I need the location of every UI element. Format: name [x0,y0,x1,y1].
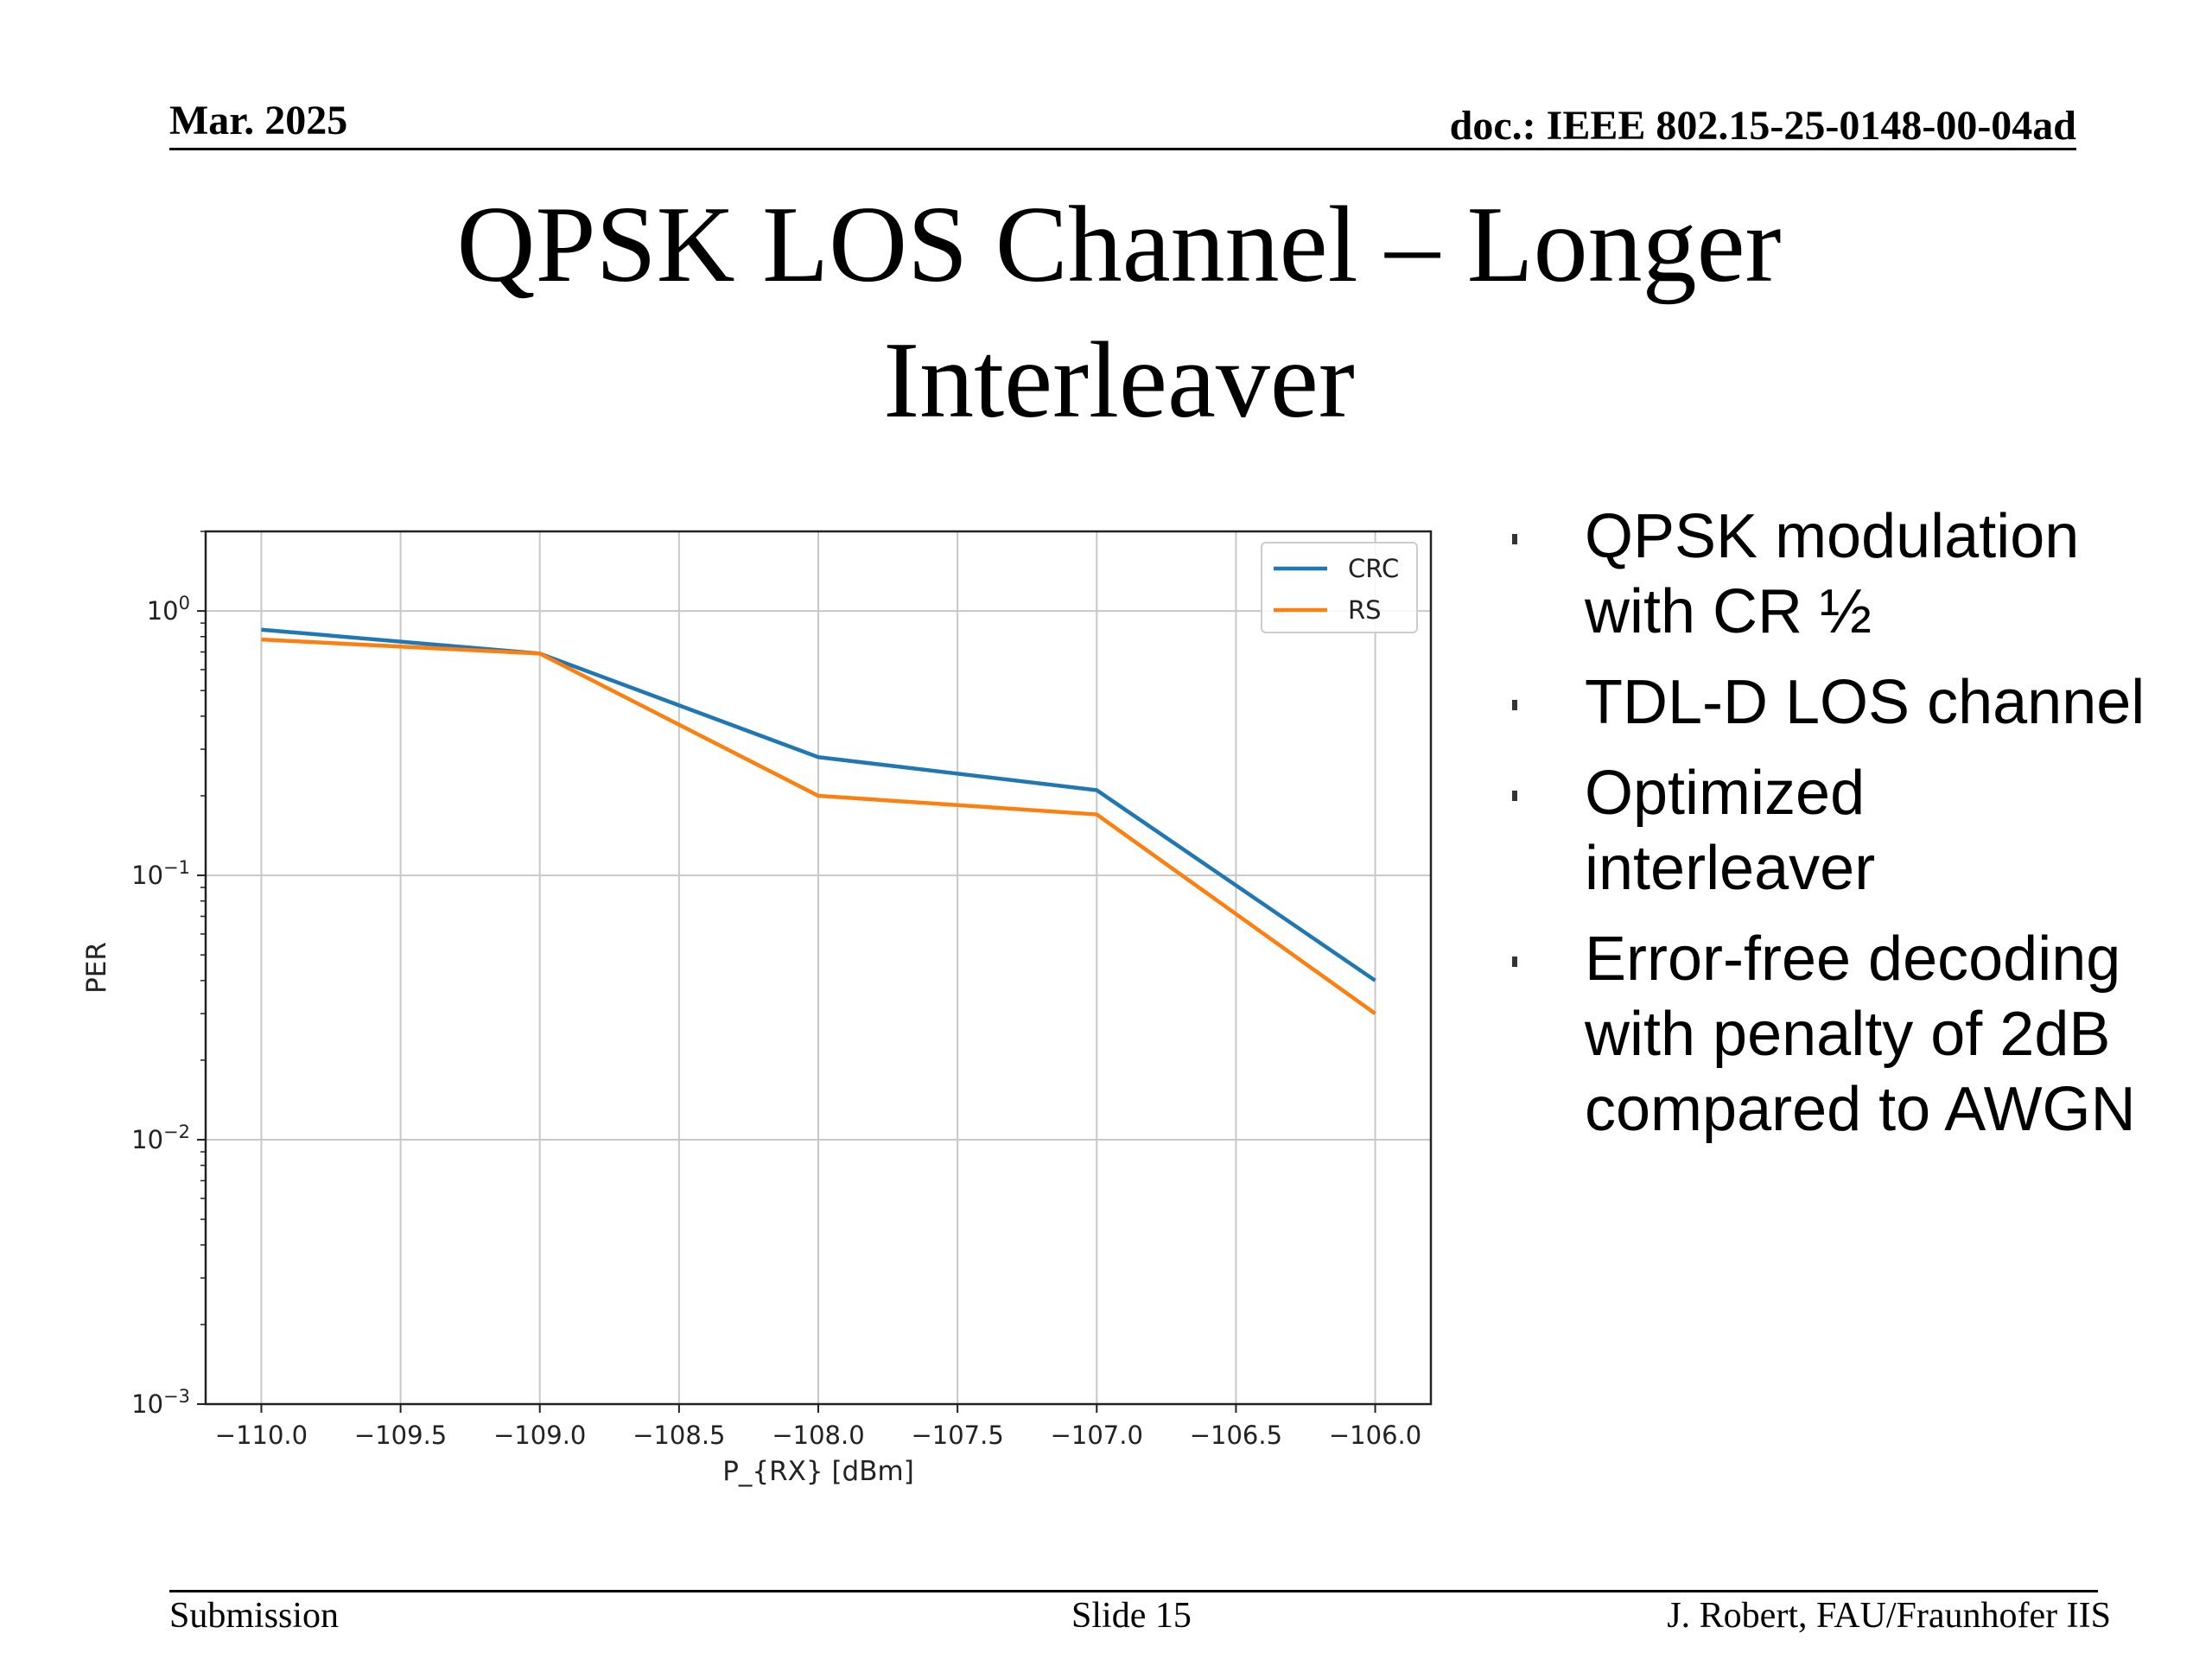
bullet-list: QPSK modulation with CR ½ TDL-D LOS chan… [1512,499,2169,1163]
bullet-dot-icon [1512,534,1517,544]
bullet-dot-icon [1512,700,1517,710]
per-chart: −110.0 −109.5 −109.0 −108.5 −108.0 −107.5 −107… [81,530,1433,1487]
series-line-crc [261,627,1376,982]
y-axis-label: PER [81,942,112,994]
bullet-text: TDL-D LOS channel [1585,668,2145,737]
x-tick-label: −108.0 [772,1421,864,1450]
x-tick-label: −110.0 [215,1421,308,1450]
x-tick-label: −107.0 [1051,1421,1143,1450]
x-tick-label: −109.0 [493,1421,586,1450]
x-tick-label: −108.5 [632,1421,725,1450]
bullet-item: Optimized interleaver [1512,756,2169,906]
bullet-dot-icon [1512,791,1517,801]
header-doc-id: doc.: IEEE 802.15-25-0148-00-04ad [1449,103,2076,149]
x-tick-label: −107.5 [911,1421,1003,1450]
series-line-rs [261,637,1376,1015]
footer-submission: Submission [169,1596,340,1636]
bullet-item: QPSK modulation with CR ½ [1512,499,2169,650]
x-tick-label: −109.5 [354,1421,447,1450]
y-tick-label: 10−3 [131,1386,190,1419]
slide-title-line-1: QPSK LOS Channel – Longer [456,185,1782,305]
bullet-item: TDL-D LOS channel [1512,665,2169,741]
bullet-item: Error-free decoding with penalty of 2dB … [1512,922,2169,1147]
slide-title-line-2: Interleaver [883,321,1355,441]
slide-title: QPSK LOS Channel – Longer Interleaver [259,177,1979,448]
x-tick-label: −106.5 [1190,1421,1282,1450]
bullet-text: QPSK modulation with CR ½ [1585,502,2080,646]
footer-slide-number: Slide 15 [1071,1596,1192,1636]
bullet-dot-icon [1512,957,1517,967]
legend-label: CRC [1348,554,1399,583]
header-date: Mar. 2025 [169,98,348,143]
y-tick-label: 10−1 [131,857,190,890]
footer-author: J. Robert, FAU/Fraunhofer IIS [1667,1596,2111,1636]
x-axis-label: P_{RX} [dBm] [722,1456,914,1487]
bullet-text: Optimized interleaver [1585,759,1876,903]
plot-frame [204,530,1433,1406]
y-tick-label: 100 [147,593,190,626]
header-rule [169,148,2076,150]
y-tick-label: 10−2 [131,1122,190,1154]
bullet-text: Error-free decoding with penalty of 2dB … [1585,925,2136,1144]
footer-rule [169,1590,2098,1592]
legend-label: RS [1348,595,1382,625]
x-tick-label: −106.0 [1329,1421,1421,1450]
